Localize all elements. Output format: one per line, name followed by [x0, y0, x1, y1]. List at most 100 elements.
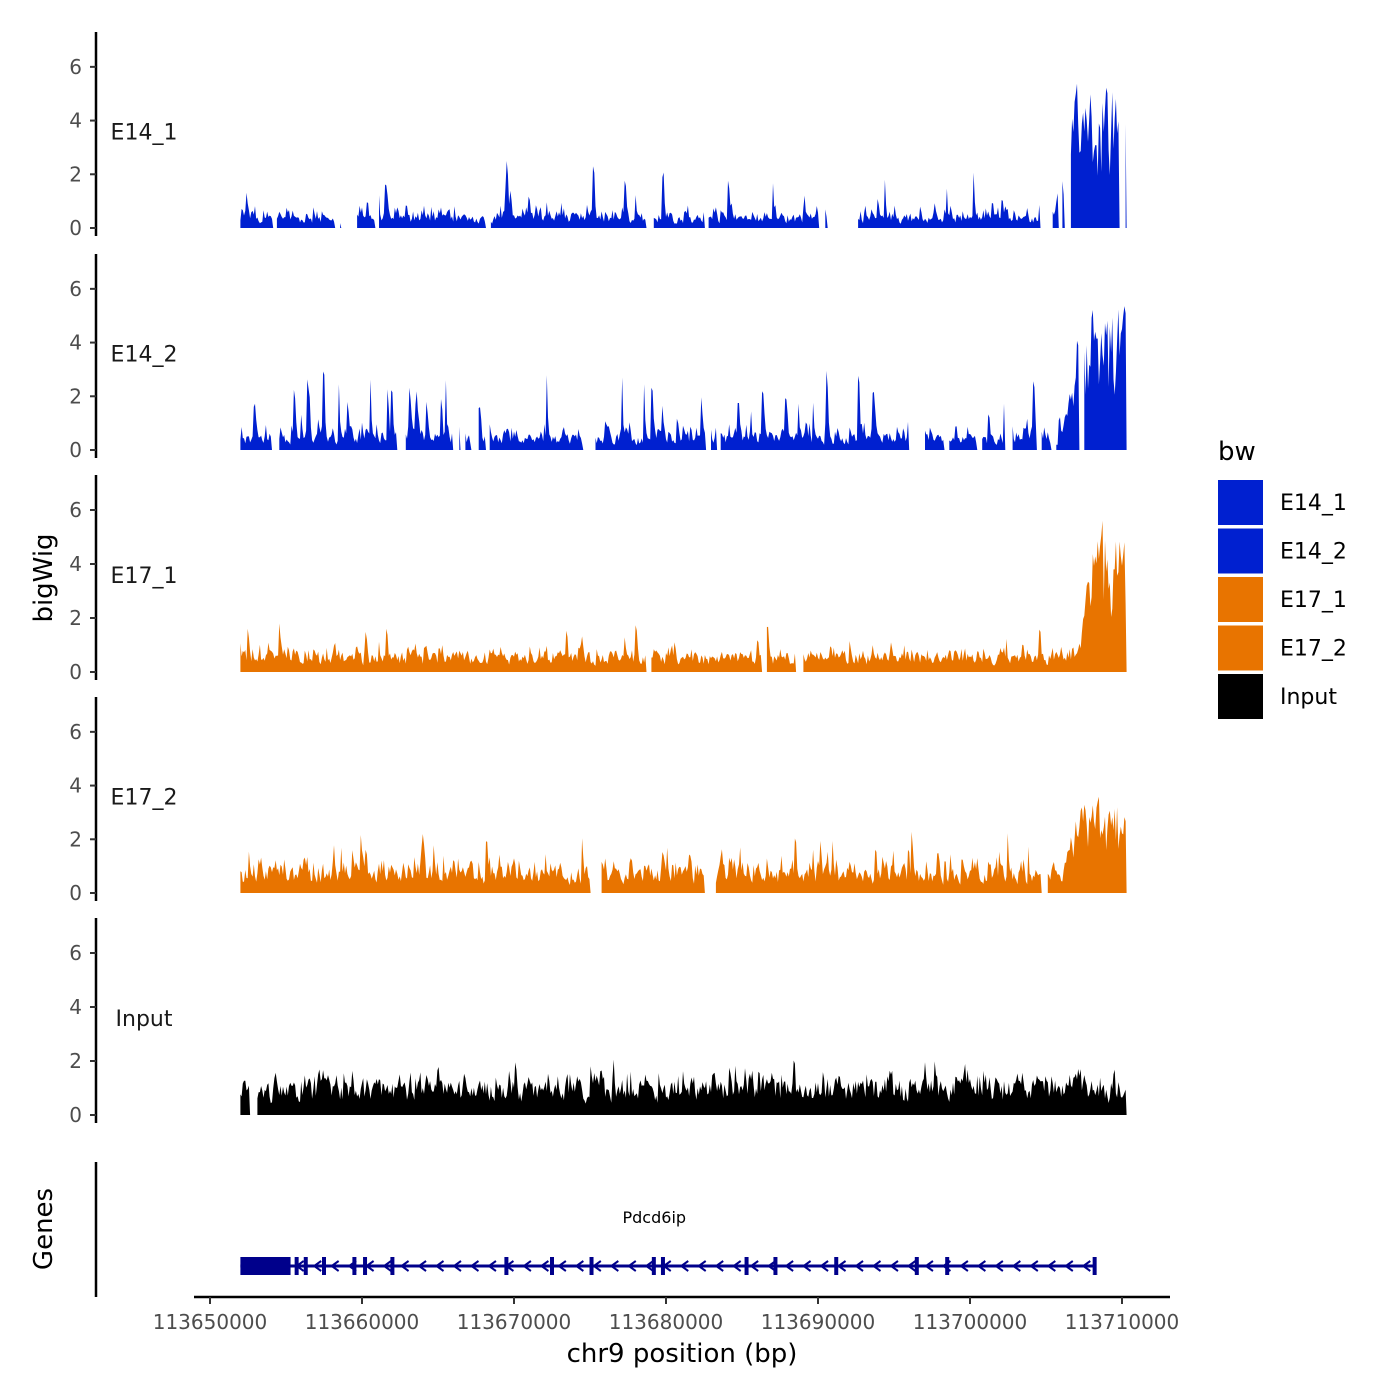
strand-arrow-icon [924, 1260, 934, 1272]
strand-arrow-icon [1081, 1260, 1091, 1272]
strand-arrow-icon [959, 1260, 969, 1272]
legend-swatch-e17-2 [1218, 625, 1263, 671]
gene-exon [303, 1257, 308, 1275]
track-label: E14_2 [111, 342, 178, 367]
strand-arrow-icon [312, 1260, 322, 1272]
track-e17-2: 0 2 4 6 E17_2 [69, 697, 1127, 905]
y-tick-label: 2 [69, 606, 82, 630]
strand-arrow-icon [539, 1260, 549, 1272]
gene-model: Pdcd6ip [240, 1208, 1097, 1275]
y-tick-label: 4 [69, 109, 82, 133]
gene-exon [651, 1257, 656, 1275]
genes-panel: Pdcd6ip [94, 1162, 1097, 1297]
strand-arrow-icon [1064, 1260, 1074, 1272]
strand-arrow-icon [749, 1260, 759, 1272]
y-tick-label: 4 [69, 995, 82, 1019]
x-tick-label: 113700000 [913, 1310, 1028, 1334]
signal-area-e17-2 [240, 796, 1127, 893]
y-tick-label: 0 [69, 438, 82, 462]
bigwig-tracks: 0 2 4 6 E14_1 0 2 4 6 E14_2 0 2 4 6 E17_1 0 2 4 6 E17_2 0 2 4 6… [69, 32, 1127, 1127]
strand-arrow-icon [679, 1260, 689, 1272]
strand-arrow-icon [819, 1260, 829, 1272]
gene-exon [322, 1257, 326, 1275]
strand-arrow-icon [557, 1260, 567, 1272]
gene-exon [945, 1257, 950, 1275]
strand-arrow-icon [889, 1260, 899, 1272]
legend-label: E17_1 [1280, 588, 1347, 613]
strand-arrow-icon [592, 1260, 602, 1272]
legend-title: bw [1218, 437, 1256, 467]
legend-swatch-e14-2 [1218, 528, 1263, 574]
y-tick-label: 2 [69, 162, 82, 186]
strand-arrow-icon [609, 1260, 619, 1272]
y-tick-label: 0 [69, 216, 82, 240]
strand-arrow-icon [434, 1260, 445, 1272]
gene-exon [914, 1257, 919, 1275]
legend-label: Input [1280, 685, 1337, 710]
strand-arrow-icon [329, 1260, 340, 1272]
legend-label: E17_2 [1280, 637, 1347, 662]
x-tick-label: 113650000 [153, 1310, 268, 1334]
strand-arrow-icon [627, 1260, 637, 1272]
y-tick-label: 0 [69, 660, 82, 684]
y-tick-label: 6 [69, 498, 82, 522]
y-tick-label: 6 [69, 941, 82, 965]
legend-swatch-e14-1 [1218, 480, 1263, 525]
x-axis: 113650000 113660000 113670000 113680000 1136… [153, 1295, 1179, 1334]
y-tick-label: 0 [69, 881, 82, 905]
y-tick-label: 0 [69, 1103, 82, 1127]
strand-arrow-icon [452, 1260, 462, 1272]
y-axis-title: bigWig [29, 533, 59, 622]
gene-exon [773, 1257, 778, 1275]
x-axis-title: chr9 position (bp) [567, 1339, 798, 1369]
strand-arrow-icon [487, 1260, 497, 1272]
track-e14-2: 0 2 4 6 E14_2 [69, 254, 1127, 462]
signal-area-e14-2 [240, 306, 1127, 450]
strand-arrow-icon [522, 1260, 532, 1272]
strand-arrow-icon [696, 1260, 707, 1272]
track-label: E14_1 [111, 120, 178, 145]
x-tick-label: 113670000 [457, 1310, 572, 1334]
gene-exon [390, 1257, 395, 1275]
strand-arrow-icon [1029, 1260, 1039, 1272]
y-tick-label: 4 [69, 331, 82, 355]
gene-exon [834, 1257, 839, 1275]
strand-arrow-icon [801, 1260, 812, 1272]
signal-area-e14-1 [240, 83, 1127, 228]
strand-arrow-icon [994, 1260, 1004, 1272]
strand-arrow-icon [574, 1260, 584, 1272]
gene-exon [589, 1257, 594, 1275]
track-e14-1: 0 2 4 6 E14_1 [69, 32, 1127, 240]
gene-exon [550, 1257, 554, 1275]
gene-exon [504, 1257, 509, 1275]
strand-arrow-icon [399, 1260, 410, 1272]
strand-arrow-icon [854, 1260, 864, 1272]
gene-exon [352, 1257, 357, 1275]
strand-arrow-icon [469, 1260, 480, 1272]
legend-swatch-e17-1 [1218, 577, 1263, 622]
x-tick-label: 113690000 [761, 1310, 876, 1334]
y-tick-label: 6 [69, 720, 82, 744]
strand-arrow-icon [871, 1260, 882, 1272]
strand-arrow-icon [766, 1260, 777, 1272]
legend-label: E14_1 [1280, 491, 1347, 516]
y-tick-label: 4 [69, 774, 82, 798]
strand-arrow-icon [836, 1260, 847, 1272]
gene-exon [660, 1257, 665, 1275]
track-label: E17_1 [111, 564, 178, 589]
genes-axis-title: Genes [29, 1188, 59, 1270]
strand-arrow-icon [1011, 1260, 1021, 1272]
strand-arrow-icon [714, 1260, 724, 1272]
legend-swatch-input [1218, 674, 1263, 719]
strand-arrow-icon [417, 1260, 427, 1272]
strand-arrow-icon [382, 1260, 392, 1272]
gene-exon [294, 1257, 299, 1275]
y-tick-label: 2 [69, 384, 82, 408]
legend-label: E14_2 [1280, 540, 1347, 565]
gene-name-label: Pdcd6ip [623, 1208, 687, 1227]
y-tick-label: 2 [69, 1049, 82, 1073]
gene-exon [363, 1257, 368, 1275]
x-tick-label: 113680000 [609, 1310, 724, 1334]
gene-exon [1092, 1257, 1097, 1275]
